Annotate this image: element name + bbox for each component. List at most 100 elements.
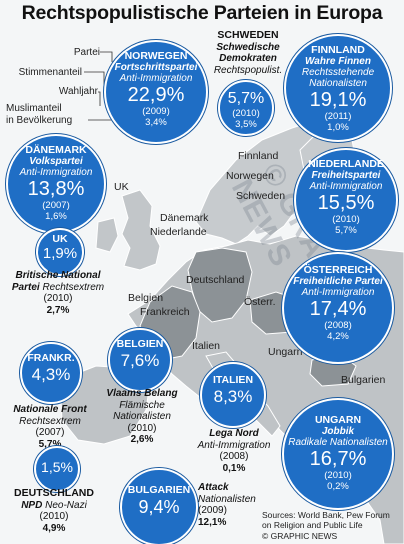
daenemark-year: (2007) <box>42 200 70 211</box>
map-label-bulgarien: Bulgarien <box>341 374 386 386</box>
circle-niederlande: NIEDERLANDE Freiheitspartei Anti-Immigra… <box>294 148 398 252</box>
schweden-vote: 5,7% <box>227 90 265 107</box>
page-title: Rechtspopulistische Parteien in Europa <box>21 2 383 24</box>
map-label-finnland: Finnland <box>238 150 279 162</box>
frankreich-muslim: 5,7% <box>38 438 62 450</box>
norwegen-year: (2009) <box>142 106 170 117</box>
uk-name: UK <box>52 233 68 245</box>
circle-finnland: FINNLAND Wahre Finnen Rechtsstehende Nat… <box>284 34 392 142</box>
legend-stimmenanteil: Stimmenanteil <box>18 67 82 78</box>
circle-norwegen: NORWEGEN Fortschrittspartei Anti-Immigra… <box>104 40 208 144</box>
finnland-muslim: 1,0% <box>327 122 349 133</box>
schweden-muslim: 3,5% <box>235 119 257 130</box>
uk-info: Britische National Partei Rechtsextrem (… <box>2 270 114 316</box>
deutschland-position: Neo-Nazi <box>45 499 87 511</box>
belgien-year: (2010) <box>127 422 157 434</box>
daenemark-position: Anti-Immigration <box>19 167 93 178</box>
uk-party-l2: Partei <box>11 281 40 293</box>
frankreich-party: Nationale Front <box>13 404 87 415</box>
legend-muslim-2: in Bevölkerung <box>6 115 73 126</box>
ungarn-party: Jobbik <box>321 426 355 437</box>
daenemark-name: DÄNEMARK <box>25 144 87 156</box>
oesterreich-party: Freiheitliche Partei <box>293 276 383 287</box>
belgien-info: Vlaams Belang Flämische Nationalisten (2… <box>100 388 184 446</box>
deutschland-vote: 1,5% <box>41 459 73 475</box>
map-label-schweden: Schweden <box>236 190 286 202</box>
deutschland-info: DEUTSCHLAND NPD Neo-Nazi (2010) 4,9% <box>2 487 106 534</box>
italien-position: Anti-Immigration <box>197 439 271 451</box>
schweden-year: (2010) <box>232 108 260 119</box>
ungarn-muslim: 0,2% <box>327 481 349 492</box>
niederlande-name: NIEDERLANDE <box>308 158 384 170</box>
italien-vote: 8,3% <box>213 387 253 406</box>
bulgarien-position: Nationalisten <box>198 493 256 505</box>
credit: © GRAPHIC NEWS <box>262 531 338 541</box>
map-label-daenemark: Dänemark <box>160 212 209 224</box>
bulgarien-info: Attack Nationalisten (2009) 12,1% <box>198 482 256 528</box>
oesterreich-position: Anti-Immigration <box>301 287 375 298</box>
daenemark-muslim: 1,6% <box>45 211 67 222</box>
schweden-party-l1: Schwedische <box>216 41 280 53</box>
circle-schweden: 5,7% (2010) 3,5% <box>218 80 274 136</box>
uk-shape <box>121 189 161 271</box>
italien-info: Lega Nord Anti-Immigration (2008) 0,1% <box>186 428 282 474</box>
circle-daenemark: DÄNEMARK Volkspartei Anti-Immigration 13… <box>6 134 106 234</box>
bulgarien-party: Attack <box>198 482 229 493</box>
finnland-position-l2: Nationalisten <box>309 78 367 89</box>
legend-partei: Partei <box>73 47 100 58</box>
oesterreich-year: (2008) <box>324 320 352 331</box>
map-label-uk: UK <box>114 181 129 193</box>
circle-bulgarien: BULGARIEN 9,4% <box>120 468 198 544</box>
norwegen-party: Fortschrittspartei <box>114 62 198 73</box>
ungarn-name: UNGARN <box>314 414 362 426</box>
map-label-niederlande: Niederlande <box>150 226 207 238</box>
oesterreich-muslim: 4,2% <box>327 331 349 342</box>
circle-deutschland: 1,5% <box>34 446 80 492</box>
schweden-position: Rechtspopulist. <box>213 64 283 76</box>
norwegen-muslim: 3,4% <box>145 117 167 128</box>
bulgarien-year: (2009) <box>198 505 227 516</box>
schweden-party-l2: Demokraten <box>219 53 277 64</box>
bulgarien-vote: 9,4% <box>138 497 180 517</box>
italien-year: (2008) <box>219 451 249 462</box>
belgien-position-l1: Flämische <box>119 399 165 411</box>
uk-vote: 1,9% <box>42 245 78 262</box>
niederlande-party: Freiheitspartei <box>311 170 381 181</box>
belgien-position-l2: Nationalisten <box>113 411 171 422</box>
schweden-info: SCHWEDEN Schwedische Demokraten Rechtspo… <box>200 29 296 76</box>
ungarn-vote: 16,7% <box>309 448 367 470</box>
norwegen-position: Anti-Immigration <box>119 73 193 84</box>
italien-name: ITALIEN <box>212 374 254 386</box>
frankreich-vote: 4,3% <box>31 365 71 384</box>
finnland-vote: 19,1% <box>309 89 367 111</box>
finnland-name: FINNLAND <box>311 44 365 56</box>
circle-ungarn: UNGARN Jobbik Radikale Nationalisten 16,… <box>282 398 394 510</box>
circle-oesterreich: ÖSTERREICH Freiheitliche Partei Anti-Imm… <box>282 252 394 364</box>
deutschland-party: NPD <box>21 499 43 511</box>
bulgarien-muslim: 12,1% <box>198 516 227 528</box>
uk-year: (2010) <box>43 293 73 304</box>
norwegen-vote: 22,9% <box>127 84 185 106</box>
frankreich-info: Nationale Front Rechtsextrem (2007) 5,7% <box>2 404 98 450</box>
deutschland-year: (2010) <box>39 511 69 522</box>
frankreich-name: FRANKR. <box>27 352 75 364</box>
daenemark-vote: 13,8% <box>27 178 85 200</box>
map-label-deutschland: Deutschland <box>186 274 245 286</box>
map-label-norwegen: Norwegen <box>226 170 274 182</box>
source-line-2: on Religion and Public Life <box>262 520 363 530</box>
circle-frankreich: FRANKR. 4,3% <box>20 342 82 404</box>
deutschland-muslim: 4,9% <box>42 522 66 534</box>
map-label-frankreich: Frankreich <box>140 306 190 318</box>
schweden-name: SCHWEDEN <box>217 29 279 41</box>
niederlande-year: (2010) <box>332 214 360 225</box>
belgien-name: BELGIEN <box>116 338 164 350</box>
uk-position: Rechtsextrem <box>42 281 105 293</box>
highlight-nl-de <box>187 247 253 323</box>
finnland-party: Wahre Finnen <box>305 56 371 67</box>
oesterreich-name: ÖSTERREICH <box>303 264 373 276</box>
niederlande-muslim: 5,7% <box>335 225 357 236</box>
bulgarien-name: BULGARIEN <box>127 484 191 496</box>
oesterreich-vote: 17,4% <box>309 298 367 320</box>
legend-wahljahr: Wahljahr <box>58 86 98 97</box>
